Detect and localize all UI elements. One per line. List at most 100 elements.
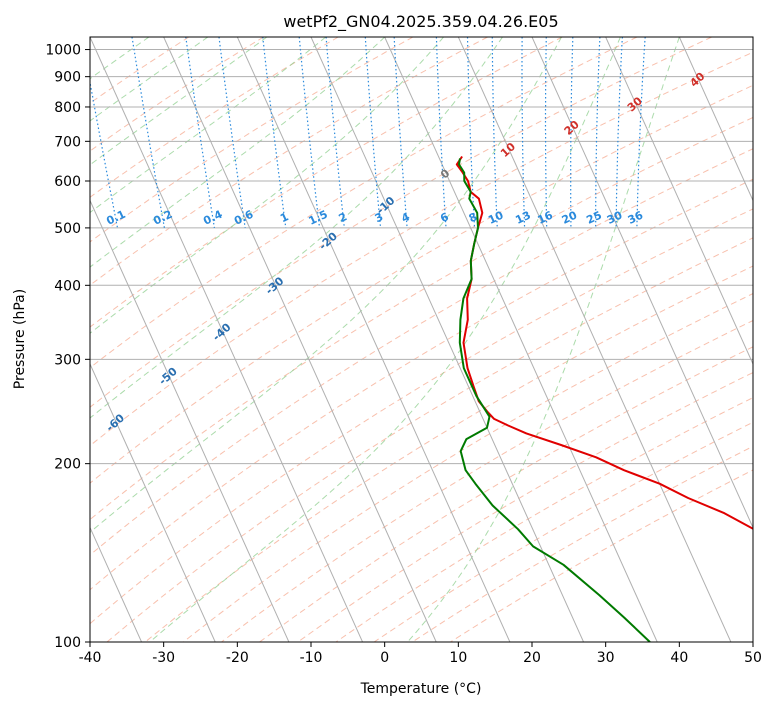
mixing-ratio-label: 30 — [605, 208, 625, 226]
dry-adiabat-line — [90, 178, 753, 591]
isotherm-label: -30 — [263, 274, 287, 297]
dry-adiabat-line — [90, 37, 264, 152]
dry-adiabat-line — [90, 37, 712, 408]
y-tick-label: 900 — [54, 70, 81, 86]
background-lines — [90, 37, 753, 642]
mixing-ratio-label: 0.6 — [232, 208, 255, 228]
mixing-ratio-label: 1 — [278, 210, 290, 225]
temperature-line — [455, 155, 753, 530]
mixing-ratio-labels: 0.1 0.2 0.4 0.6 1 1.5 2 3 4 6 8 10 13 16 20 25 30 36 — [104, 208, 645, 228]
mixing-ratio-line — [544, 37, 548, 228]
dry-adiabat-line — [90, 37, 638, 369]
mixing-ratio-line — [131, 37, 165, 229]
moist-adiabat-line — [90, 37, 562, 534]
dry-adiabat-line — [182, 293, 753, 642]
y-axis: 1000 900 800 700 600 500 400 300 200 100 — [45, 43, 90, 651]
isotherm-line — [236, 37, 511, 642]
isotherm-label: -60 — [104, 411, 128, 434]
y-tick-label: 800 — [54, 100, 81, 116]
chart-title: wetPf2_GN04.2025.359.04.26.E05 — [283, 12, 558, 32]
isotherm-line — [310, 37, 585, 642]
moist-adiabat-line — [90, 37, 268, 166]
x-tick-label: -40 — [79, 650, 102, 666]
mixing-ratio-line — [636, 37, 646, 228]
isotherm-line — [605, 37, 753, 366]
x-axis: -40 -30 -20 -10 0 10 20 30 40 50 — [79, 642, 762, 666]
x-axis-label: Temperature (°C) — [360, 681, 482, 697]
isotherm-line — [384, 37, 658, 642]
dry-adiabat-line — [144, 265, 753, 642]
y-tick-label: 300 — [54, 352, 81, 368]
mixing-ratio-label: 0.2 — [151, 208, 174, 228]
moist-adiabat-line — [90, 37, 209, 122]
x-tick-label: -10 — [300, 650, 323, 666]
mixing-ratio-label: 0.4 — [201, 208, 224, 228]
dry-adiabat-line — [90, 37, 488, 286]
x-tick-label: 10 — [449, 650, 467, 666]
mixing-ratio-line — [185, 37, 215, 228]
y-tick-label: 100 — [54, 635, 81, 651]
y-tick-label: 400 — [54, 278, 81, 294]
moist-adiabat-line — [90, 37, 150, 80]
mixing-ratio-label: 6 — [438, 210, 451, 225]
isotherm-label: 40 — [687, 70, 707, 90]
mixing-ratio-label: 16 — [536, 208, 556, 226]
dry-adiabat-line — [335, 397, 753, 642]
mixing-ratio-label: 1.5 — [307, 208, 330, 228]
moist-adiabat-line — [90, 37, 386, 268]
dewpoint-line — [458, 158, 651, 642]
isotherm-label: -50 — [156, 365, 180, 388]
dry-adiabat-line — [90, 37, 563, 328]
mixing-ratio-line — [262, 37, 287, 228]
dry-adiabat-line — [90, 148, 753, 556]
mixing-ratio-label: 4 — [399, 210, 412, 225]
moist-adiabat-line — [149, 37, 621, 642]
isotherm-line — [90, 362, 216, 642]
isotherm-label: 0 — [438, 166, 453, 181]
y-tick-label: 1000 — [45, 43, 81, 59]
dry-adiabat-line — [297, 371, 753, 642]
plot-frame — [89, 36, 754, 643]
mixing-ratio-line — [615, 37, 623, 228]
isotherm-line — [0, 37, 68, 642]
mixing-ratio-line — [218, 37, 246, 228]
dry-adiabat-line — [221, 319, 753, 642]
x-tick-label: 0 — [380, 650, 389, 666]
x-tick-label: 30 — [597, 650, 615, 666]
mixing-ratio-label: 25 — [584, 209, 603, 227]
mixing-ratio-line — [90, 78, 119, 229]
sounding-curves — [455, 155, 753, 642]
dry-adiabat-line — [259, 346, 753, 642]
mixing-ratio-line — [325, 37, 345, 228]
moist-adiabat-line — [90, 37, 503, 419]
moist-adiabat-line — [90, 37, 444, 334]
isotherm-line — [90, 37, 364, 642]
dry-adiabat-line — [90, 37, 414, 243]
x-tick-label: 20 — [523, 650, 541, 666]
mixing-ratio-line — [435, 37, 447, 228]
isotherm-line — [752, 37, 753, 39]
dry-adiabat-line — [90, 208, 753, 625]
mixing-ratio-label: 13 — [513, 209, 532, 227]
isotherm-line — [163, 37, 437, 642]
mixing-ratio-label: 10 — [486, 208, 506, 226]
isotherm-label: -20 — [316, 229, 340, 252]
x-tick-label: -30 — [152, 650, 175, 666]
y-tick-label: 200 — [54, 457, 81, 473]
isotherm-line — [457, 37, 732, 642]
y-axis-label: Pressure (hPa) — [12, 289, 28, 389]
mixing-ratio-line — [364, 37, 382, 228]
mixing-ratio-line — [298, 37, 321, 228]
moist-adiabat-line — [407, 37, 680, 642]
isotherm-label: -40 — [210, 320, 234, 343]
dry-adiabat-line — [106, 237, 753, 642]
y-tick-label: 500 — [54, 221, 81, 237]
mixing-ratio-line — [595, 37, 601, 228]
mixing-ratio-label: 36 — [626, 208, 646, 226]
y-tick-label: 600 — [54, 174, 81, 190]
isotherm-line — [90, 199, 290, 642]
mixing-ratio-label: 2 — [337, 210, 349, 225]
